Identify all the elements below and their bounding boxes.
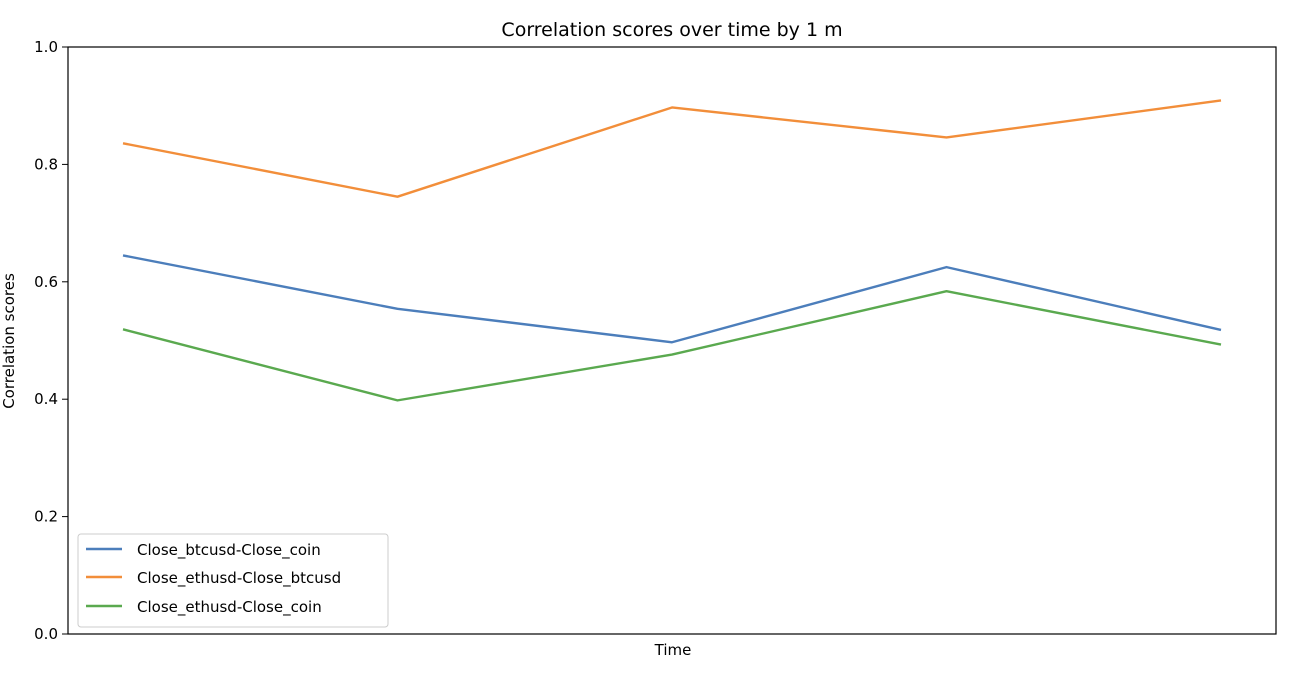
legend-box bbox=[77, 533, 389, 628]
x-axis-label: Time bbox=[654, 641, 692, 659]
legend-label-2: Close_ethusd-Close_btcusd bbox=[137, 569, 341, 588]
series-line-1 bbox=[122, 254, 1222, 344]
series-lines bbox=[122, 99, 1222, 402]
series-line-2 bbox=[122, 99, 1222, 198]
y-tick-label-0: 0.0 bbox=[34, 625, 58, 643]
plot-frame bbox=[67, 46, 1277, 635]
y-tick-label-2: 0.4 bbox=[34, 390, 58, 408]
chart-title: Correlation scores over time by 1 m bbox=[501, 19, 842, 41]
y-tick-label-5: 1.0 bbox=[34, 38, 58, 56]
legend-label-1: Close_btcusd-Close_coin bbox=[137, 541, 321, 560]
legend: Close_btcusd-Close_coin Close_ethusd-Clo… bbox=[77, 533, 389, 628]
y-tick-label-4: 0.8 bbox=[34, 155, 58, 173]
series-line-3 bbox=[122, 289, 1222, 402]
y-tick-label-3: 0.6 bbox=[34, 273, 58, 291]
y-tick-label-1: 0.2 bbox=[34, 508, 58, 526]
legend-label-3: Close_ethusd-Close_coin bbox=[137, 598, 322, 617]
y-axis-label: Correlation scores bbox=[0, 273, 18, 409]
y-axis-ticks: 0.0 0.2 0.4 0.6 0.8 1.0 bbox=[34, 38, 68, 643]
